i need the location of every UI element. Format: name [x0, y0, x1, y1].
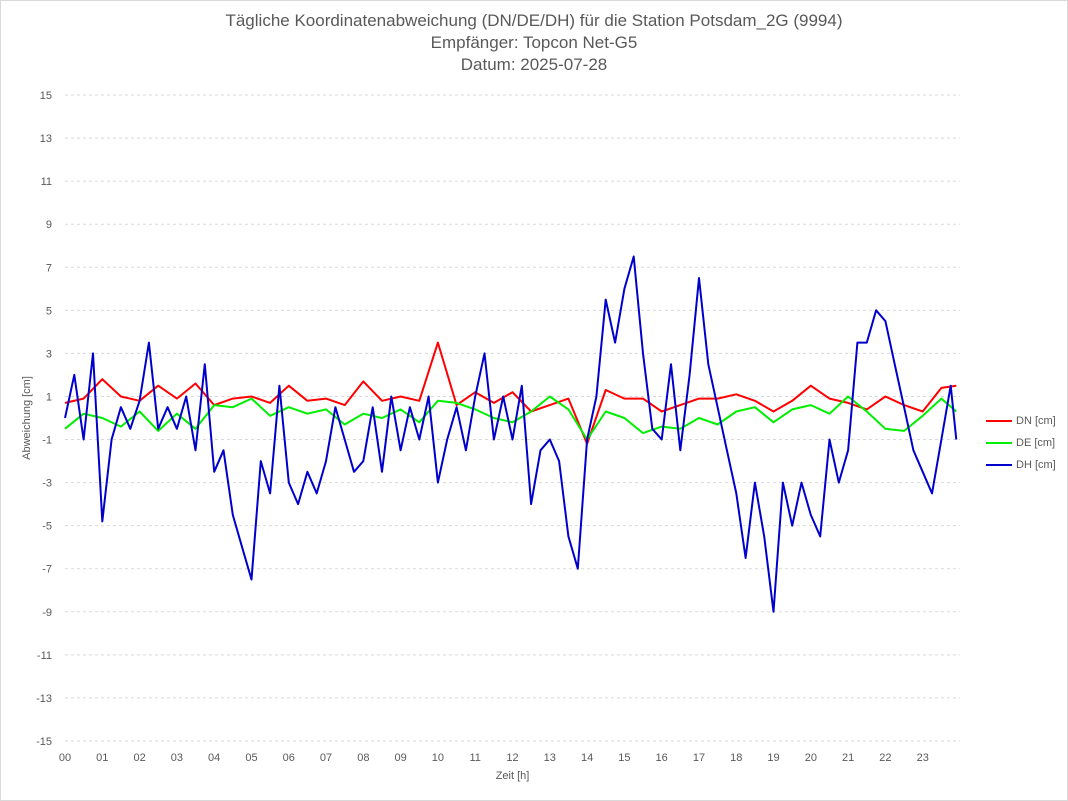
y-tick-label: 15	[40, 90, 52, 102]
x-tick-label: 05	[245, 752, 257, 764]
legend-swatch	[986, 442, 1012, 444]
x-tick-label: 18	[730, 752, 742, 764]
y-tick-label: 5	[46, 305, 52, 317]
y-axis-title: Abweichung [cm]	[21, 376, 33, 460]
x-tick-label: 22	[879, 752, 891, 764]
legend-item-dn: DN [cm]	[986, 410, 1056, 432]
x-tick-label: 19	[767, 752, 779, 764]
x-tick-label: 20	[805, 752, 817, 764]
legend-item-dh: DH [cm]	[986, 454, 1056, 476]
x-tick-label: 14	[581, 752, 593, 764]
y-tick-label: 13	[40, 133, 52, 145]
y-tick-label: -7	[42, 564, 52, 576]
series-line-dh	[64, 255, 958, 613]
y-tick-labels: 15 13 11 9 7 5 3 1 -1 -3 -5 -7 -9 -11 -13 -15	[36, 90, 52, 748]
x-tick-label: 04	[208, 752, 220, 764]
x-tick-label: 07	[320, 752, 332, 764]
y-tick-label: -13	[36, 693, 52, 705]
chart-title-block: Tägliche Koordinatenabweichung (DN/DE/DH…	[0, 10, 1068, 76]
gridlines	[65, 94, 960, 742]
x-tick-label: 00	[59, 752, 71, 764]
x-tick-label: 08	[357, 752, 369, 764]
legend-swatch	[986, 464, 1012, 466]
x-tick-label: 21	[842, 752, 854, 764]
x-tick-label: 15	[618, 752, 630, 764]
y-tick-label: -3	[42, 478, 52, 490]
y-tick-label: 3	[46, 348, 52, 360]
chart-title: Tägliche Koordinatenabweichung (DN/DE/DH…	[225, 11, 843, 30]
y-tick-label: -15	[36, 736, 52, 748]
x-tick-label: 16	[656, 752, 668, 764]
legend-label: DH [cm]	[1016, 459, 1056, 471]
x-tick-label: 13	[544, 752, 556, 764]
x-tick-label: 01	[96, 752, 108, 764]
y-tick-label: -5	[42, 521, 52, 533]
series-line-de	[64, 395, 957, 441]
chart-subtitle-receiver: Empfänger: Topcon Net-G5	[430, 33, 638, 52]
legend-item-de: DE [cm]	[986, 432, 1056, 454]
y-tick-label: 1	[46, 391, 52, 403]
y-tick-label: 9	[46, 219, 52, 231]
chart-subtitle-date: Datum: 2025-07-28	[460, 55, 608, 74]
y-tick-label: 7	[46, 262, 52, 274]
x-tick-labels: 00 01 02 03 04 05 06 07 08 09 10 11 12 13 14 15 16 17 18 19…	[59, 752, 929, 764]
y-tick-label: -11	[37, 650, 52, 662]
x-tick-label: 06	[283, 752, 295, 764]
legend-swatch	[986, 420, 1012, 422]
legend-label: DN [cm]	[1016, 415, 1056, 427]
x-tick-label: 10	[432, 752, 444, 764]
legend-label: DE [cm]	[1016, 437, 1056, 449]
x-tick-label: 09	[395, 752, 407, 764]
x-axis-title: Zeit [h]	[496, 770, 530, 782]
x-tick-label: 03	[171, 752, 183, 764]
x-tick-label: 12	[506, 752, 518, 764]
x-tick-label: 02	[133, 752, 145, 764]
x-tick-label: 17	[693, 752, 705, 764]
y-tick-label: -9	[42, 607, 52, 619]
series-lines	[64, 255, 958, 613]
x-tick-label: 11	[469, 752, 480, 764]
y-tick-label: 11	[41, 176, 52, 188]
legend: DN [cm] DE [cm] DH [cm]	[986, 410, 1056, 476]
x-tick-label: 23	[917, 752, 929, 764]
y-tick-label: -1	[42, 435, 52, 447]
